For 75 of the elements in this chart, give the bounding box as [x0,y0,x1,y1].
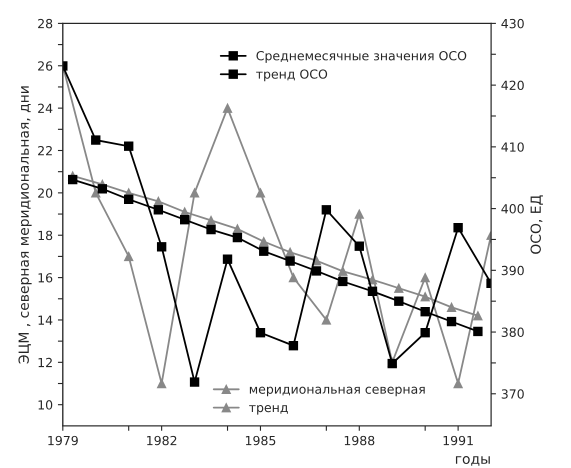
point [394,296,404,306]
y2-tick-label: 380 [502,328,524,337]
y-tick-label: 18 [38,230,52,240]
point [124,194,134,204]
point [232,232,242,242]
x-tick-label: 1982 [147,436,176,446]
point [288,340,298,350]
point [354,209,364,219]
point [312,266,322,276]
point [338,266,348,276]
point [91,188,100,198]
point [322,315,332,325]
point [473,326,483,336]
point [124,142,134,151]
point [285,247,295,257]
x-tick-label: 1991 [444,436,473,446]
y-tick-label: 24 [38,104,52,113]
legend-label: тренд ОСО [256,69,328,82]
point [124,252,134,262]
legend-label: Среднемесячные значения ОСО [256,50,466,63]
y2-tick-label: 400 [501,204,524,214]
x-tick-label: 1988 [344,436,374,446]
y-tick-label: 14 [38,316,52,325]
y2-tick-label: 410 [501,142,524,152]
point [156,378,166,388]
point [322,205,332,215]
point [190,377,200,387]
y-axis-title: ЭЦМ , северная меридиональная, дни [18,86,32,364]
y-tick-label: 26 [38,61,52,71]
point [98,184,108,194]
y-tick-label: 16 [38,273,52,283]
y2-tick-label: 390 [502,266,524,276]
legend-label: меридиональная северная [250,386,425,396]
y-tick-label: 22 [38,146,52,156]
y-tick-label: 12 [38,358,52,368]
point [259,246,268,256]
point [420,292,430,302]
point [394,284,404,293]
point [368,286,378,296]
point [68,174,78,184]
y-tick-label: 20 [38,188,52,198]
x-axis-title: годы [456,456,490,466]
point [259,236,268,246]
point [446,302,456,312]
point [453,378,463,388]
y2-tick-label: 370 [502,389,524,399]
point [420,306,430,316]
point [190,188,200,198]
y2-tick-label: 420 [501,80,524,90]
point [446,316,456,326]
point [154,205,164,215]
point [354,242,364,251]
point [338,276,348,286]
point [420,328,430,338]
point [473,311,483,320]
legend-label: тренд [249,405,288,415]
y-tick-label: 28 [38,18,52,28]
point [256,328,266,338]
y2-axis-title: ОСО, ЕД [530,195,543,254]
point [156,242,166,252]
x-tick-label: 1985 [246,436,276,446]
point [206,216,216,226]
point [206,224,216,234]
x-tick-label: 1979 [48,436,78,446]
point [222,103,232,113]
y2-tick-label: 430 [501,18,524,28]
y-tick-label: 10 [38,400,52,410]
point [180,215,190,224]
point [91,135,100,145]
point [222,254,232,264]
point [288,272,298,282]
point [256,188,266,198]
point [420,272,430,282]
point [285,256,295,266]
point [453,223,463,232]
